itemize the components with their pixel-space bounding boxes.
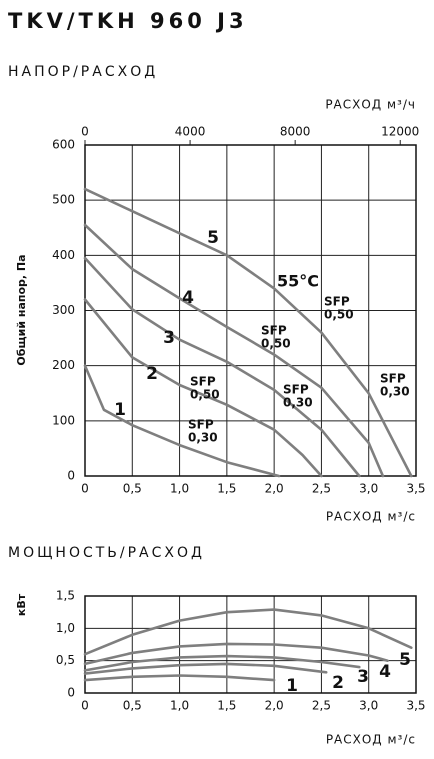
series-label: 4 xyxy=(379,662,391,682)
x-tick-label: 3,5 xyxy=(406,699,425,713)
annotation: 0,30 xyxy=(380,385,410,399)
y-tick-label: 400 xyxy=(52,248,75,262)
series-label: 5 xyxy=(207,228,219,248)
series-label: 4 xyxy=(182,288,194,308)
curve xyxy=(83,654,361,672)
annotation: 0,30 xyxy=(188,431,218,445)
chart-title: НАПОР/РАСХОД xyxy=(8,64,158,80)
x-tick-label: 3,0 xyxy=(359,482,378,496)
curve xyxy=(83,662,328,675)
y-tick-label: 0 xyxy=(67,469,75,483)
x-tick-label: 1,5 xyxy=(217,699,236,713)
x2-tick-label: 4000 xyxy=(175,125,206,139)
page-title: TKV/TKH 960 J3 xyxy=(8,9,248,33)
y-tick-label: 500 xyxy=(52,193,75,207)
series-label: 2 xyxy=(332,673,344,693)
annotation: 0,50 xyxy=(324,308,354,322)
annotation: SFP xyxy=(188,418,214,432)
curve xyxy=(83,674,276,682)
x-tick-label: 1,5 xyxy=(217,482,236,496)
series-label: 3 xyxy=(357,667,369,687)
curve xyxy=(83,608,413,656)
y-tick-label: 1,5 xyxy=(56,589,75,603)
y-tick-label: 0 xyxy=(67,686,75,700)
curve xyxy=(83,256,361,478)
x2-axis-label: РАСХОД м³/ч xyxy=(325,98,416,112)
annotation: 0,50 xyxy=(190,388,220,402)
annotation: SFP xyxy=(283,383,309,397)
annotation: SFP xyxy=(190,375,216,389)
curve xyxy=(83,642,389,666)
x-tick-label: 0 xyxy=(81,699,89,713)
plot-frame xyxy=(84,144,417,477)
series-label: 2 xyxy=(146,364,158,384)
annotation: 0,30 xyxy=(283,396,313,410)
x-tick-label: 0 xyxy=(81,482,89,496)
annotation: 55°C xyxy=(277,272,319,291)
series-label: 3 xyxy=(163,328,175,348)
x-tick-label: 3,5 xyxy=(406,482,425,496)
x-tick-label: 1,0 xyxy=(170,482,189,496)
y-tick-label: 1,0 xyxy=(56,621,75,635)
x-tick-label: 2,0 xyxy=(265,699,284,713)
x-tick-label: 3,0 xyxy=(359,699,378,713)
x-axis-label: РАСХОД м³/с xyxy=(326,510,416,524)
x-tick-label: 2,0 xyxy=(265,482,284,496)
curve xyxy=(83,298,323,478)
curve xyxy=(83,364,281,478)
series-label: 1 xyxy=(286,676,298,696)
y-tick-label: 600 xyxy=(52,138,75,152)
y-tick-label: 0,5 xyxy=(56,653,75,667)
x-tick-label: 0,5 xyxy=(123,699,142,713)
y-tick-label: 100 xyxy=(52,413,75,427)
x2-tick-label: 12000 xyxy=(381,125,419,139)
annotation: SFP xyxy=(324,295,350,309)
curve xyxy=(83,187,413,478)
x-tick-label: 2,5 xyxy=(312,699,331,713)
annotation: 0,50 xyxy=(261,337,291,351)
y-tick-label: 300 xyxy=(52,303,75,317)
x-axis-label: РАСХОД м³/с xyxy=(326,733,416,747)
x-tick-label: 0,5 xyxy=(123,482,142,496)
x-tick-label: 1,0 xyxy=(170,699,189,713)
curve xyxy=(83,223,385,478)
chart-title: МОЩНОСТЬ/РАСХОД xyxy=(8,545,205,561)
plot-frame xyxy=(84,595,417,694)
annotation: SFP xyxy=(261,324,287,338)
series-label: 5 xyxy=(399,650,411,670)
series-label: 1 xyxy=(114,400,126,420)
x2-tick-label: 0 xyxy=(81,125,89,139)
x2-tick-label: 8000 xyxy=(280,125,311,139)
annotation: SFP xyxy=(380,372,406,386)
x-tick-label: 2,5 xyxy=(312,482,331,496)
y-axis-label: Общий напор, Па xyxy=(15,254,28,365)
y-tick-label: 200 xyxy=(52,358,75,372)
y-axis-label: кВт xyxy=(15,593,28,616)
